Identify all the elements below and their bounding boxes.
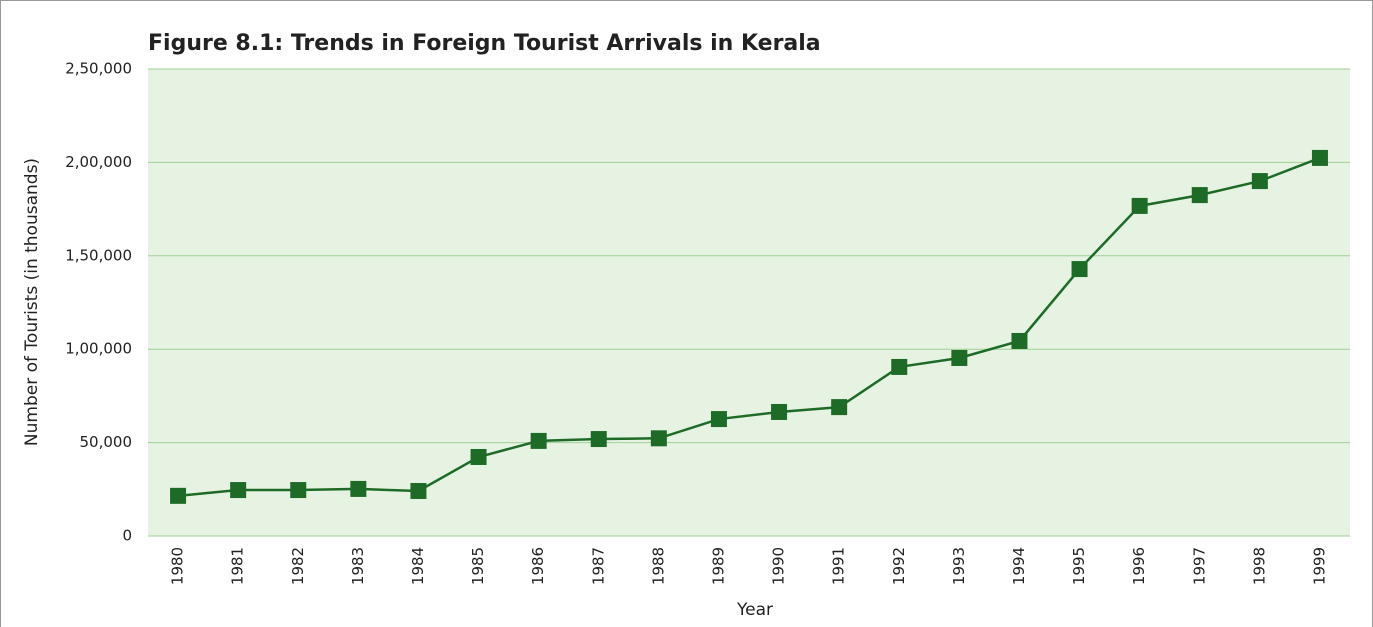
data-point	[1191, 187, 1208, 204]
data-point	[530, 432, 547, 449]
x-tick-label: 1989	[709, 547, 727, 585]
x-tick-label: 1993	[950, 547, 968, 585]
y-tick-label: 50,000	[80, 433, 133, 451]
x-tick-label: 1997	[1190, 547, 1208, 585]
data-point	[710, 411, 727, 428]
data-point	[1071, 261, 1088, 278]
x-tick-label: 1983	[349, 547, 367, 585]
chart-title: Figure 8.1: Trends in Foreign Tourist Ar…	[148, 31, 821, 56]
x-tick-label: 1994	[1010, 547, 1028, 585]
x-tick-label: 1984	[409, 547, 427, 585]
data-line	[177, 156, 1321, 498]
x-tick-label: 1996	[1130, 547, 1148, 585]
x-axis-label: Year	[736, 600, 773, 620]
data-point	[290, 482, 307, 499]
x-tick-label: 1995	[1070, 547, 1088, 585]
y-tick-label: 0	[122, 527, 132, 545]
data-point	[650, 430, 667, 447]
x-tick-label: 1992	[890, 547, 908, 585]
x-tick-label: 1999	[1310, 547, 1328, 585]
data-point	[1251, 173, 1268, 190]
data-point	[1131, 197, 1148, 214]
y-tick-label: 2,00,000	[65, 153, 132, 171]
data-point	[951, 349, 968, 366]
x-tick-label: 1982	[289, 547, 307, 585]
data-point	[230, 482, 247, 499]
x-tick-label: 1990	[770, 547, 788, 585]
x-tick-label: 1991	[830, 547, 848, 585]
x-tick-label: 1985	[469, 547, 487, 585]
data-point	[590, 431, 607, 448]
data-point	[470, 448, 487, 465]
y-axis-label: Number of Tourists (in thousands)	[22, 158, 42, 446]
y-tick-label: 1,50,000	[65, 246, 132, 264]
data-point	[891, 358, 908, 375]
plot-area	[148, 69, 1350, 536]
data-point	[350, 480, 367, 497]
data-point	[831, 399, 848, 416]
x-tick-label: 1986	[529, 547, 547, 585]
y-tick-label: 2,50,000	[65, 60, 132, 78]
data-point	[1011, 332, 1028, 349]
data-point	[1311, 149, 1328, 166]
data-point	[170, 487, 187, 504]
x-tick-label: 1980	[169, 547, 187, 585]
x-tick-label: 1981	[229, 547, 247, 585]
y-tick-label: 1,00,000	[65, 340, 132, 358]
data-point	[771, 403, 788, 420]
x-tick-label: 1998	[1250, 547, 1268, 585]
x-tick-label: 1987	[589, 547, 607, 585]
x-tick-label: 1988	[649, 547, 667, 585]
data-point	[410, 482, 427, 499]
